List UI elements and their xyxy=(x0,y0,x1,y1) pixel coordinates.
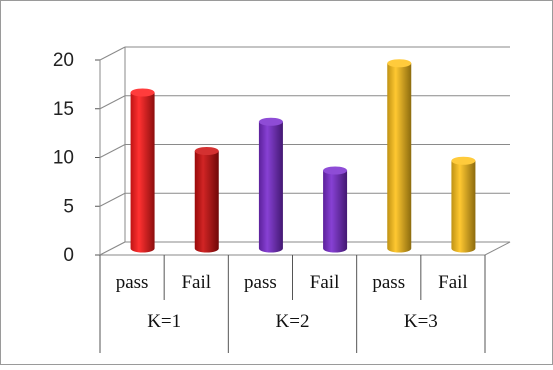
group-label: K=2 xyxy=(276,311,310,332)
y-tick-label: 10 xyxy=(53,148,74,169)
y-tick-label: 15 xyxy=(53,99,74,120)
bar-K=2-pass xyxy=(258,117,283,253)
bar-body xyxy=(323,170,348,253)
group-label: K=3 xyxy=(404,311,438,332)
bar-top xyxy=(387,59,412,68)
bar-top xyxy=(130,88,155,97)
bar-K=3-Fail xyxy=(451,156,476,253)
x-tick-label: Fail xyxy=(181,272,211,293)
bar-top xyxy=(194,147,219,155)
axis-layer xyxy=(95,47,486,353)
bar-body xyxy=(451,160,476,253)
plot-floor xyxy=(99,241,511,256)
bar-K=1-Fail xyxy=(194,147,219,253)
bar-body xyxy=(194,151,219,253)
y-tick-label: 0 xyxy=(63,245,74,266)
gridline-diagonal xyxy=(99,144,126,158)
x-tick-label: Fail xyxy=(310,272,340,293)
y-tick-label: 20 xyxy=(53,50,74,71)
x-tick-label: pass xyxy=(372,272,405,293)
bar-top xyxy=(258,117,283,126)
bar-layer xyxy=(130,59,476,253)
x-tick-label: pass xyxy=(116,272,149,293)
bar-K=3-pass xyxy=(387,59,412,253)
bar-body xyxy=(130,92,155,253)
x-tick-label: pass xyxy=(244,272,277,293)
group-label: K=1 xyxy=(147,311,181,332)
bar-top xyxy=(323,166,348,175)
x-tick-label: Fail xyxy=(438,272,468,293)
bar-body xyxy=(258,121,283,253)
bar-body xyxy=(387,63,412,253)
gridline-diagonal xyxy=(99,95,126,110)
y-tick-label: 5 xyxy=(63,196,74,217)
bar-K=1-pass xyxy=(130,88,155,253)
bar-top xyxy=(451,156,476,165)
gridline-diagonal xyxy=(99,192,126,207)
bar-K=2-Fail xyxy=(323,166,348,253)
gridline-diagonal xyxy=(99,46,126,61)
